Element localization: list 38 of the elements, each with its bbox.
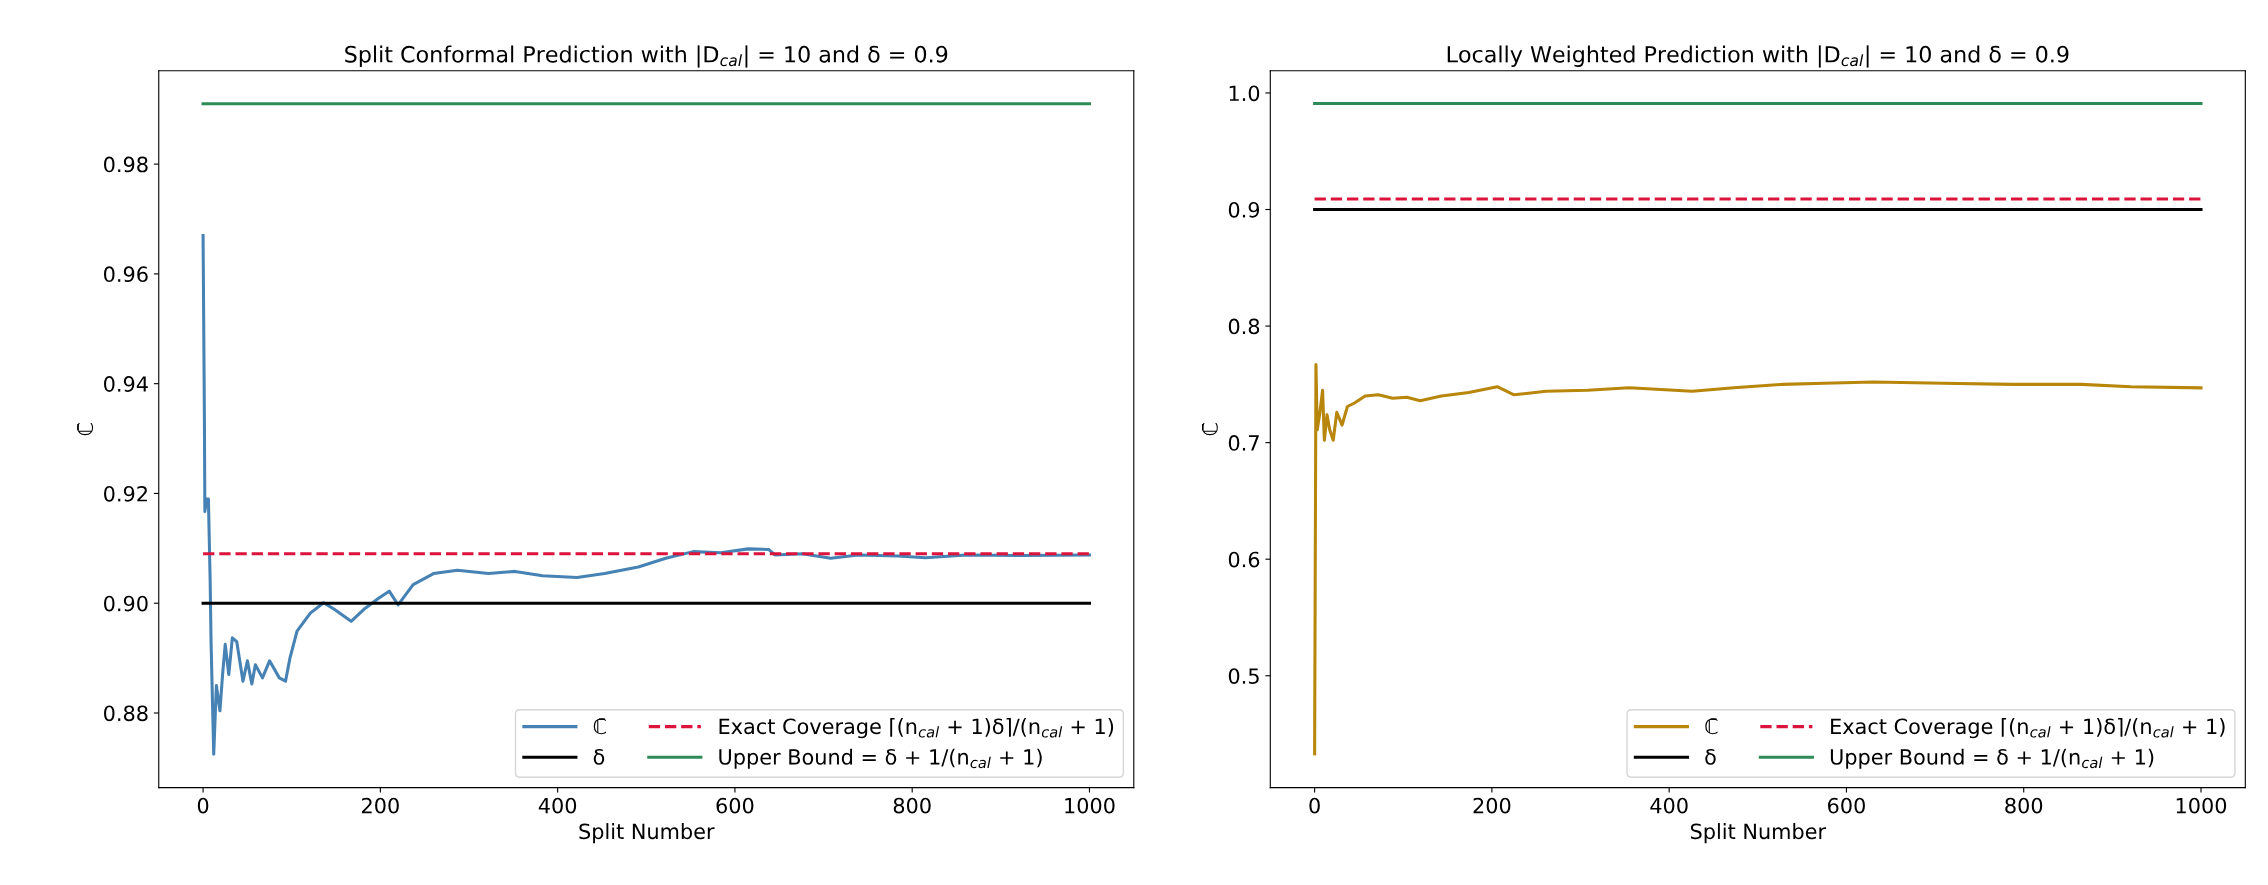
x-tick-label: 800 (893, 797, 931, 814)
x-tick-label: 1000 (1065, 797, 1115, 814)
y-tick-label: 0.94 (104, 376, 148, 392)
y-tick-label: 1.0 (1229, 85, 1260, 102)
y-axis-title: ℂ̄ (77, 423, 94, 436)
y-tick-label: 0.9 (1228, 201, 1260, 218)
y-tick-label: 0.5 (1228, 668, 1259, 684)
y-tick-label: 0.98 (104, 156, 148, 173)
legend-label: Exact Coverage ⌈(n$_{cal}$ + 1)δ⌉/(n$_{cal}$ + 1) (719, 718, 1114, 739)
y-tick-label: 0.8 (1228, 318, 1260, 335)
x-tick-label: 200 (362, 797, 399, 814)
x-tick-label: 400 (1650, 797, 1688, 814)
x-tick-label: 800 (2005, 797, 2043, 814)
legend-label: Upper Bound = δ + 1/(n$_{cal}$ + 1) (1830, 748, 2154, 769)
x-tick-label: 400 (538, 797, 577, 814)
x-tick-label: 1000 (2176, 797, 2227, 814)
y-tick-label: 0.88 (104, 705, 148, 722)
x-axis-title: Split Number (1690, 823, 1827, 844)
legend-label: δ (593, 749, 605, 765)
legend-label: ℂ̄ (593, 718, 606, 735)
chart-title: Split Conformal Prediction with |D$_{cal}$| = 10 and δ = 0.9 (345, 45, 948, 68)
legend-label: Exact Coverage ⌈(n$_{cal}$ + 1)δ⌉/(n$_{cal}$ + 1) (1831, 718, 2225, 739)
x-tick-label: 600 (716, 797, 754, 814)
y-tick-label: 0.7 (1228, 435, 1259, 451)
x-axis-title: Split Number (579, 823, 715, 844)
legend-label: ℂ̄ (1705, 718, 1718, 735)
y-tick-label: 0.6 (1228, 551, 1260, 568)
x-tick-label: 600 (1828, 797, 1865, 814)
x-tick-label: 200 (1473, 797, 1511, 814)
x-tick-label: 0 (1309, 797, 1320, 814)
x-tick-label: 0 (197, 797, 209, 814)
y-tick-label: 0.92 (104, 485, 147, 502)
chart-title: Locally Weighted Prediction with |D$_{cal}$| = 10 and δ = 0.9 (1447, 45, 2069, 68)
y-axis-title: ℂ̄ (1202, 423, 1218, 436)
legend-label: Upper Bound = δ + 1/(n$_{cal}$ + 1) (719, 748, 1042, 769)
y-tick-label: 0.90 (104, 595, 148, 612)
legend-label: δ (1705, 749, 1716, 765)
y-tick-label: 0.96 (104, 266, 148, 283)
